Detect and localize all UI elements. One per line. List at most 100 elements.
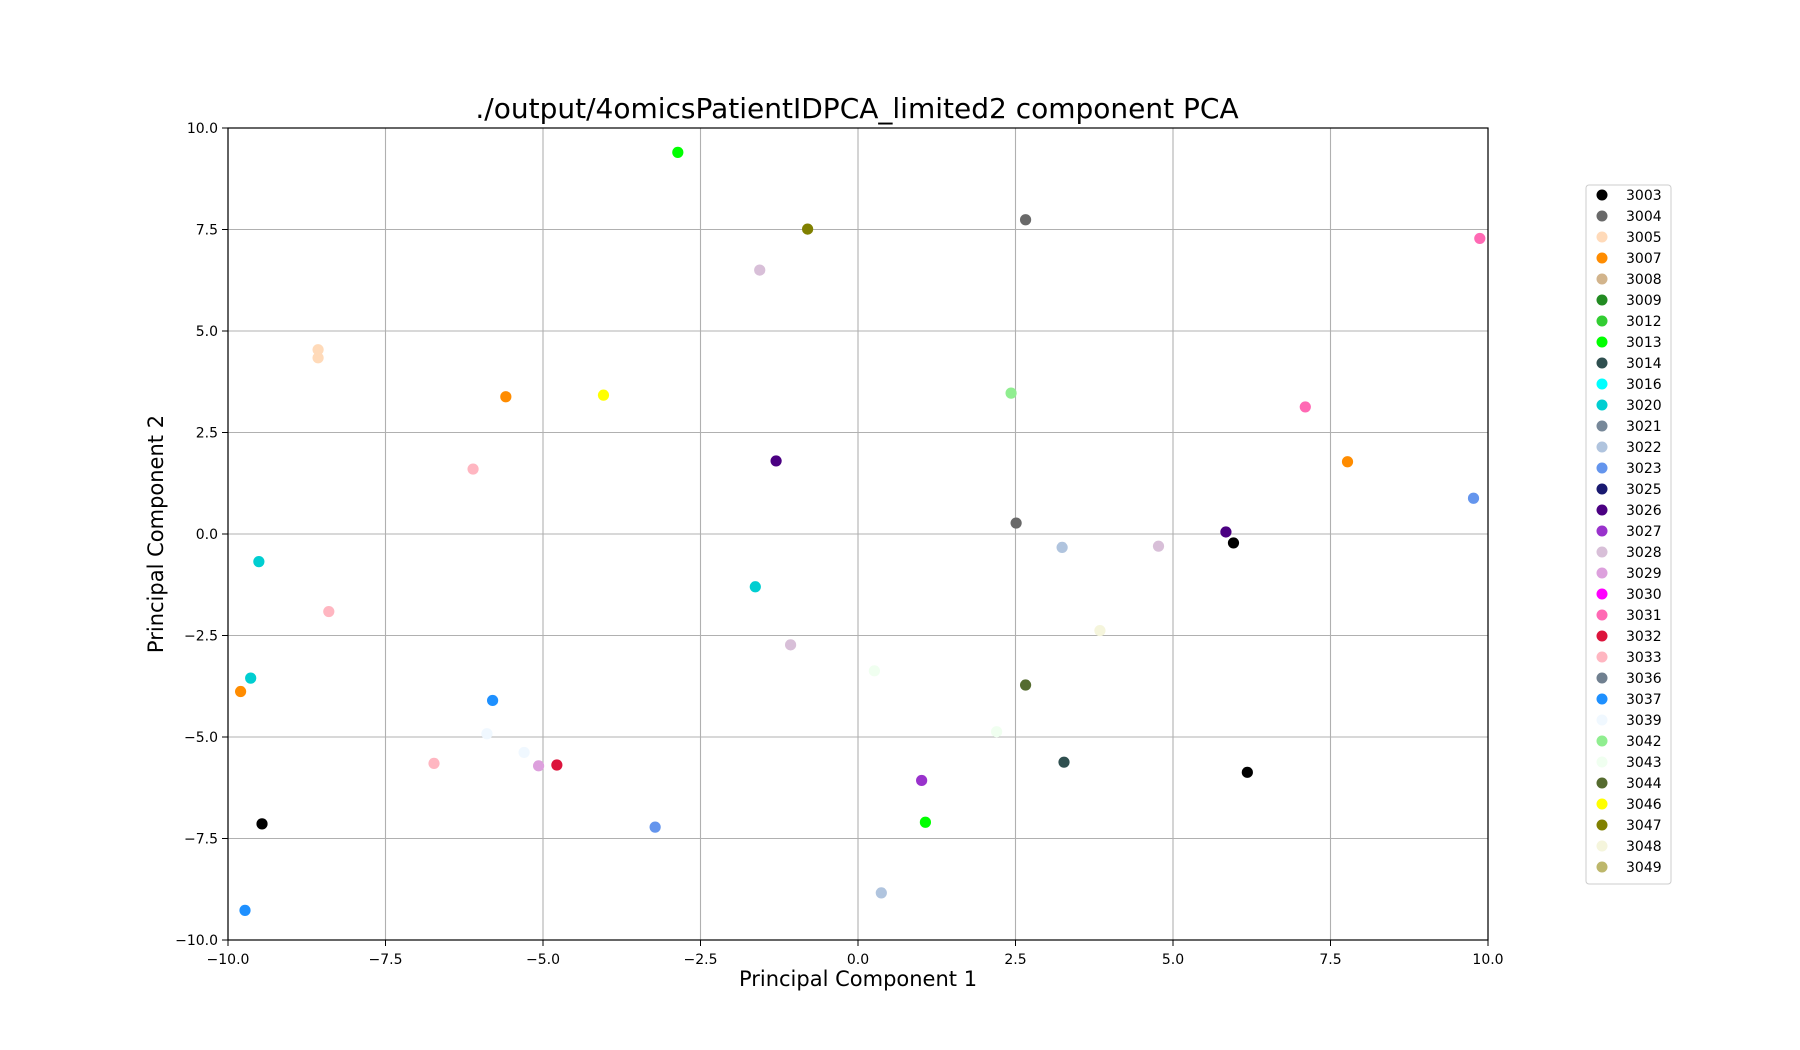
legend-item-3004: 3004 — [1596, 209, 1662, 225]
data-point-3020 — [253, 556, 265, 568]
data-point-3044 — [1019, 679, 1032, 691]
x-tick-label: −2.5 — [684, 952, 718, 968]
data-point-3004 — [1019, 214, 1032, 226]
data-points — [235, 146, 1486, 916]
legend-item-3030: 3030 — [1596, 587, 1662, 603]
data-point-3007 — [1341, 456, 1354, 468]
data-point-3033 — [323, 605, 335, 618]
legend-marker — [1596, 357, 1608, 369]
data-point-3005 — [312, 344, 324, 356]
legend-label: 3004 — [1626, 209, 1662, 225]
data-point-3007 — [235, 685, 247, 698]
data-point-3037 — [239, 904, 251, 916]
data-point-3013 — [919, 816, 932, 828]
legend-marker — [1596, 588, 1608, 600]
legend-label: 3023 — [1626, 461, 1662, 477]
legend-item-3039: 3039 — [1596, 713, 1662, 729]
legend-label: 3047 — [1626, 818, 1662, 834]
legend-marker — [1596, 483, 1608, 495]
legend-label: 3016 — [1626, 377, 1662, 393]
legend-marker — [1596, 462, 1608, 474]
legend-label: 3049 — [1626, 860, 1662, 876]
y-tick-label: 5.0 — [196, 324, 218, 340]
legend-marker — [1596, 231, 1608, 243]
legend-item-3032: 3032 — [1596, 629, 1662, 645]
legend-item-3021: 3021 — [1596, 419, 1662, 435]
x-tick-label: 2.5 — [1004, 952, 1026, 968]
x-axis-label: Principal Component 1 — [739, 967, 977, 991]
data-point-3020 — [245, 672, 257, 684]
legend-marker — [1596, 861, 1608, 873]
legend-label: 3012 — [1626, 314, 1662, 330]
data-point-3032 — [551, 759, 563, 771]
legend-label: 3027 — [1626, 524, 1662, 540]
legend-item-3016: 3016 — [1596, 377, 1662, 393]
legend-marker — [1596, 651, 1608, 663]
legend-marker — [1596, 609, 1608, 621]
legend-item-3042: 3042 — [1596, 734, 1662, 750]
legend-item-3046: 3046 — [1596, 797, 1662, 813]
data-point-3003 — [256, 818, 268, 830]
data-point-3003 — [1241, 766, 1253, 778]
legend-label: 3043 — [1626, 755, 1662, 771]
legend-marker — [1596, 441, 1608, 453]
data-point-3047 — [802, 223, 814, 235]
x-tick-label: −7.5 — [369, 952, 403, 968]
legend-label: 3048 — [1626, 839, 1662, 855]
legend-marker — [1596, 420, 1608, 432]
legend-item-3029: 3029 — [1596, 566, 1662, 582]
data-point-3013 — [672, 146, 684, 158]
data-point-3003 — [1227, 537, 1240, 549]
legend-marker — [1596, 546, 1608, 558]
legend-label: 3026 — [1626, 503, 1662, 519]
legend-label: 3031 — [1626, 608, 1662, 624]
legend-marker — [1596, 294, 1608, 306]
chart-title: ./output/4omicsPatientIDPCA_limited2 com… — [475, 92, 1238, 125]
x-tick-label: 5.0 — [1162, 952, 1184, 968]
legend-marker — [1596, 525, 1608, 537]
legend-label: 3028 — [1626, 545, 1662, 561]
grid — [227, 127, 1489, 941]
legend-label: 3036 — [1626, 671, 1662, 687]
legend-item-3007: 3007 — [1596, 251, 1662, 267]
data-point-3028 — [754, 264, 766, 276]
legend-marker — [1596, 567, 1608, 579]
legend: 3003 3004 3005 3007 3008 3009 3012 3013 3014 3016… — [1585, 184, 1672, 885]
data-point-3039 — [481, 728, 493, 740]
data-point-3028 — [784, 639, 797, 651]
y-tick-label: 7.5 — [196, 223, 218, 239]
legend-marker — [1596, 672, 1608, 684]
data-point-3028 — [1152, 540, 1165, 552]
data-point-3026 — [1220, 526, 1232, 538]
data-point-3004 — [1010, 517, 1022, 529]
data-point-3007 — [500, 391, 512, 403]
legend-item-3047: 3047 — [1596, 818, 1662, 834]
legend-item-3025: 3025 — [1596, 482, 1662, 498]
legend-item-3026: 3026 — [1596, 503, 1662, 519]
axis-ticks: −10.0 −7.5 −5.0 −2.5 0.0 2.5 5.0 7.5 10.0 −10.0 −7… — [175, 121, 1503, 968]
legend-label: 3032 — [1626, 629, 1662, 645]
legend-marker — [1596, 630, 1608, 642]
legend-marker — [1596, 756, 1608, 768]
legend-item-3012: 3012 — [1596, 314, 1662, 330]
legend-marker — [1596, 399, 1608, 411]
y-axis-label: Principal Component 2 — [144, 415, 168, 653]
legend-marker — [1596, 315, 1608, 327]
y-tick-label: 10.0 — [187, 121, 218, 137]
legend-marker — [1596, 252, 1608, 264]
legend-item-3037: 3037 — [1596, 692, 1662, 708]
legend-marker — [1596, 735, 1608, 747]
legend-label: 3021 — [1626, 419, 1662, 435]
data-point-3043 — [868, 665, 880, 677]
x-tick-label: 7.5 — [1319, 952, 1341, 968]
data-point-3042 — [1005, 387, 1017, 399]
legend-marker — [1596, 714, 1608, 726]
legend-label: 3013 — [1626, 335, 1662, 351]
data-point-3031 — [1299, 401, 1311, 413]
legend-label: 3042 — [1626, 734, 1662, 750]
legend-label: 3029 — [1626, 566, 1662, 582]
y-tick-label: 2.5 — [196, 426, 218, 442]
data-point-3046 — [597, 389, 610, 401]
legend-item-3008: 3008 — [1596, 272, 1662, 288]
